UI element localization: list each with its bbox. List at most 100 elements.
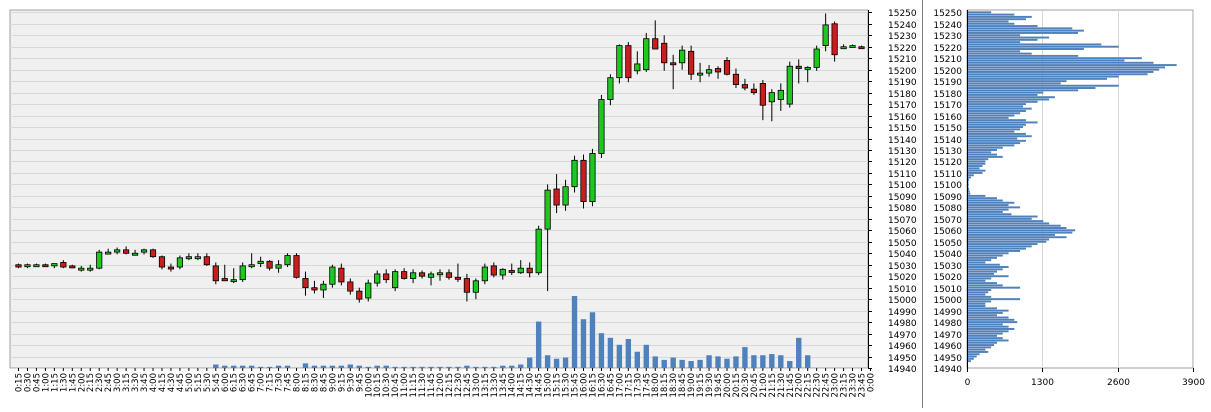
candle-up <box>562 186 569 206</box>
candle-up <box>257 260 264 264</box>
x-tick-label: 7:00 <box>257 373 267 392</box>
profile-bar <box>968 15 1032 18</box>
volume-bar <box>491 366 497 368</box>
x-tick-label: 10:30 <box>382 373 392 398</box>
profile-y-tick-label: 15050 <box>933 239 962 249</box>
x-tick-label: 10:00 <box>364 373 374 398</box>
x-tick-label: 9:30 <box>346 373 356 392</box>
x-tick-label: 6:00 <box>221 373 231 392</box>
volume-bar <box>347 364 354 368</box>
candle-up <box>813 48 820 68</box>
candle-down <box>203 256 210 266</box>
candle-up <box>185 256 192 260</box>
volume-bar <box>697 359 703 368</box>
profile-bar <box>968 353 980 356</box>
profile-bar <box>968 231 1073 234</box>
profile-bar <box>968 167 980 170</box>
profile-y-tick-label: 15230 <box>933 32 962 42</box>
profile-bar <box>968 240 1047 243</box>
profile-y-tick-label: 15220 <box>933 44 962 54</box>
candle-down <box>858 46 865 50</box>
profile-bar <box>968 181 969 184</box>
profile-y-tick-label: 14960 <box>933 342 962 352</box>
candle-down <box>723 60 731 75</box>
x-tick-label: 3:30 <box>131 373 141 392</box>
candle-down <box>714 68 722 73</box>
profile-bar <box>968 57 1142 60</box>
profile-bar <box>968 126 1024 129</box>
profile-bar <box>968 192 971 195</box>
y-tick-label: 15170 <box>888 101 917 111</box>
profile-bar <box>968 282 997 285</box>
y-tick-label: 14990 <box>888 308 917 318</box>
profile-y-tick-label: 14990 <box>933 308 962 318</box>
profile-y-tick-label: 15000 <box>933 296 962 306</box>
x-tick-label: 2:45 <box>104 373 114 392</box>
profile-bar <box>968 277 992 280</box>
volume-bar <box>769 354 775 368</box>
profile-bar <box>968 295 992 298</box>
profile-bar <box>968 162 986 165</box>
y-tick-label: 14970 <box>888 331 917 341</box>
profile-y-tick-label: 15020 <box>933 273 962 283</box>
profile-y-tick-label: 14950 <box>933 354 962 364</box>
volume-bar <box>213 364 219 368</box>
profile-y-tick-label: 15120 <box>933 158 962 168</box>
x-tick-label: 0:30 <box>23 373 33 392</box>
profile-y-tick-label: 15200 <box>933 67 962 77</box>
profile-bar <box>968 344 995 347</box>
candle-down <box>123 249 130 254</box>
x-tick-label: 19:30 <box>705 373 715 398</box>
volume-bar <box>320 365 327 368</box>
x-tick-label: 3:45 <box>140 373 150 392</box>
candle-up <box>392 271 399 289</box>
x-tick-label: 20:45 <box>750 373 760 398</box>
y-tick-label: 15010 <box>888 285 917 295</box>
y-tick-label: 15130 <box>888 147 917 157</box>
candle-down <box>167 266 175 270</box>
y-tick-label: 15220 <box>888 44 917 54</box>
candle-up <box>114 249 121 253</box>
profile-bar <box>968 302 986 305</box>
profile-bar <box>968 208 1009 211</box>
x-tick-label: 9:45 <box>355 373 365 392</box>
profile-y-tick-label: 14970 <box>933 331 962 341</box>
volume-bar <box>473 366 479 368</box>
profile-bar <box>968 275 1009 278</box>
x-tick-label: 17:45 <box>642 373 652 398</box>
profile-bar <box>968 339 1009 342</box>
x-tick-label: 6:45 <box>248 373 258 392</box>
x-tick-label: 6:30 <box>239 373 249 392</box>
profile-bar <box>968 27 1073 30</box>
time-axis: 0:150:300:451:001:151:301:452:002:152:30… <box>14 368 876 398</box>
volume-bar <box>679 359 685 368</box>
profile-bar <box>968 213 1012 216</box>
profile-bar <box>968 87 1096 90</box>
volume-bar <box>311 365 318 368</box>
profile-bar <box>968 100 1038 103</box>
profile-bar <box>968 103 1026 106</box>
candle-up <box>589 153 596 203</box>
profile-bar <box>968 206 1021 209</box>
candle-down <box>463 278 470 293</box>
profile-bar <box>968 300 992 303</box>
profile-y-tick-label: 15070 <box>933 216 962 226</box>
y-tick-label: 15040 <box>888 250 917 260</box>
profile-bar <box>968 98 1050 101</box>
y-tick-label: 15030 <box>888 262 917 272</box>
y-tick-label: 14940 <box>888 365 917 375</box>
volume-bar <box>571 296 578 368</box>
candle-up <box>230 279 237 283</box>
volume-bar <box>598 333 605 368</box>
profile-bar <box>968 137 1018 140</box>
profile-bar <box>968 107 1032 110</box>
x-tick-label: 12:00 <box>436 373 446 398</box>
profile-bar <box>968 116 1009 119</box>
profile-bar <box>968 41 1021 44</box>
candle-up <box>410 272 417 279</box>
profile-bar <box>968 346 992 349</box>
volume-bar <box>275 365 282 368</box>
profile-bar <box>968 236 1067 239</box>
profile-bar <box>968 229 1076 232</box>
volume-bar <box>500 365 506 368</box>
